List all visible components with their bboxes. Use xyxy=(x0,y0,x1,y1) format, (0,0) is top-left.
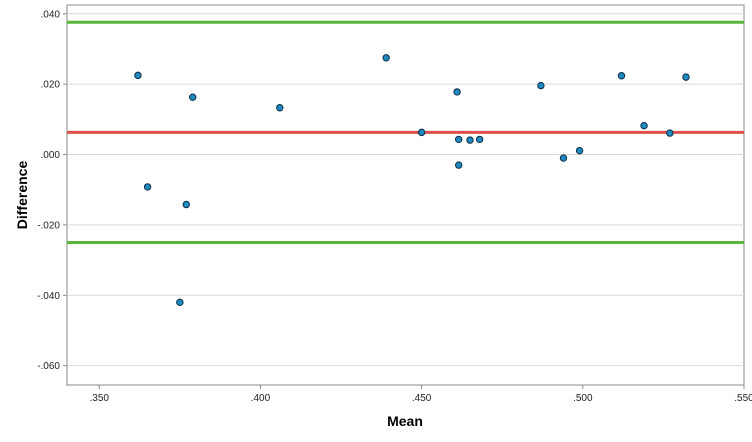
data-point xyxy=(559,154,568,162)
data-point xyxy=(134,71,142,80)
data-point xyxy=(682,73,690,81)
x-tick-label: .550 xyxy=(734,393,752,404)
data-point xyxy=(466,136,474,144)
data-point xyxy=(189,93,197,101)
y-tick-label: -.020 xyxy=(37,220,60,231)
x-axis-title: Mean xyxy=(387,413,423,429)
x-axis-ticks: .350 .400 .450 .500 .550 xyxy=(90,385,752,404)
data-point xyxy=(617,72,626,80)
data-point xyxy=(666,129,674,137)
y-tick-label: .000 xyxy=(41,150,61,161)
y-axis-ticks: .040 .020 .000 -.020 -.040 -.060 xyxy=(37,9,67,372)
data-point xyxy=(276,104,284,112)
data-point xyxy=(537,81,545,90)
data-point xyxy=(454,135,463,144)
y-axis-title: Difference xyxy=(14,161,30,230)
data-point xyxy=(640,121,648,130)
data-point xyxy=(182,200,190,209)
data-points xyxy=(134,54,690,307)
x-tick-label: .500 xyxy=(573,393,593,404)
x-tick-label: .450 xyxy=(412,393,432,404)
data-point xyxy=(454,161,463,169)
reference-lines xyxy=(67,20,744,244)
x-tick-label: .350 xyxy=(90,393,110,404)
y-tick-label: .020 xyxy=(41,80,61,91)
data-point xyxy=(417,128,426,137)
x-tick-label: .400 xyxy=(251,393,271,404)
plot-frame xyxy=(66,4,745,386)
y-tick-label: -.040 xyxy=(37,291,60,302)
data-point xyxy=(575,146,584,155)
data-point xyxy=(143,183,152,191)
data-point xyxy=(453,88,461,96)
y-tick-label: .040 xyxy=(41,9,61,20)
data-point xyxy=(382,54,390,62)
y-tick-label: -.060 xyxy=(37,361,60,372)
data-point xyxy=(176,298,184,307)
grid-lines xyxy=(67,13,744,367)
data-point xyxy=(475,135,484,144)
